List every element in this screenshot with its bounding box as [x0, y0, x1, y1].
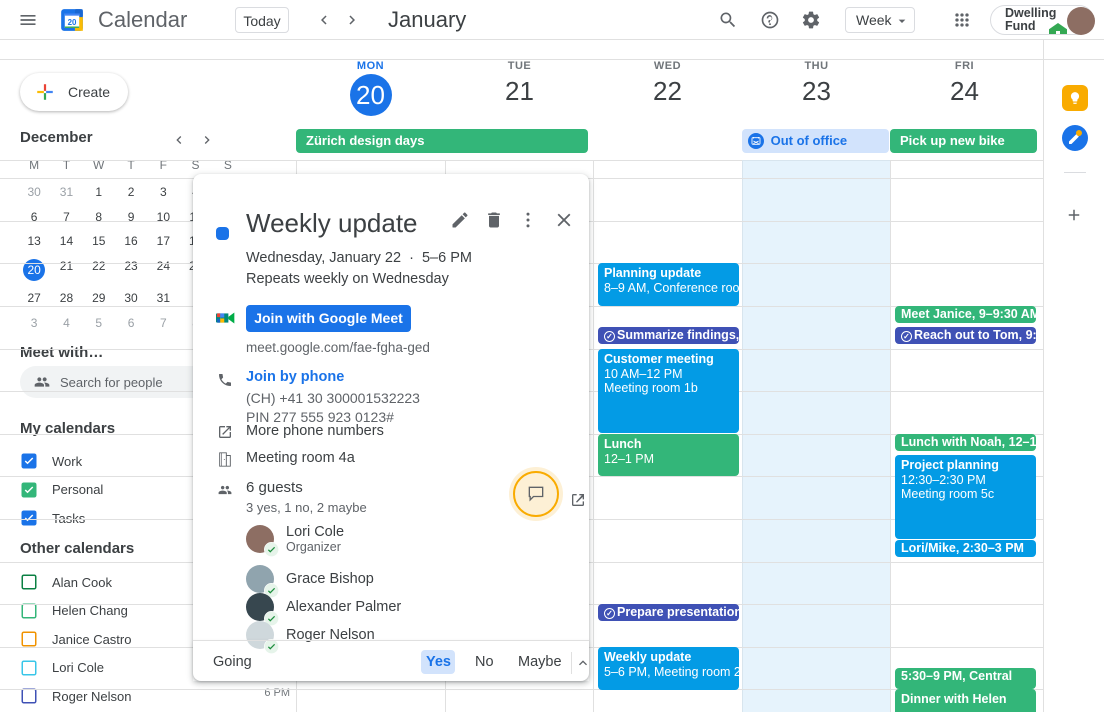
svg-text:20: 20: [68, 18, 77, 27]
